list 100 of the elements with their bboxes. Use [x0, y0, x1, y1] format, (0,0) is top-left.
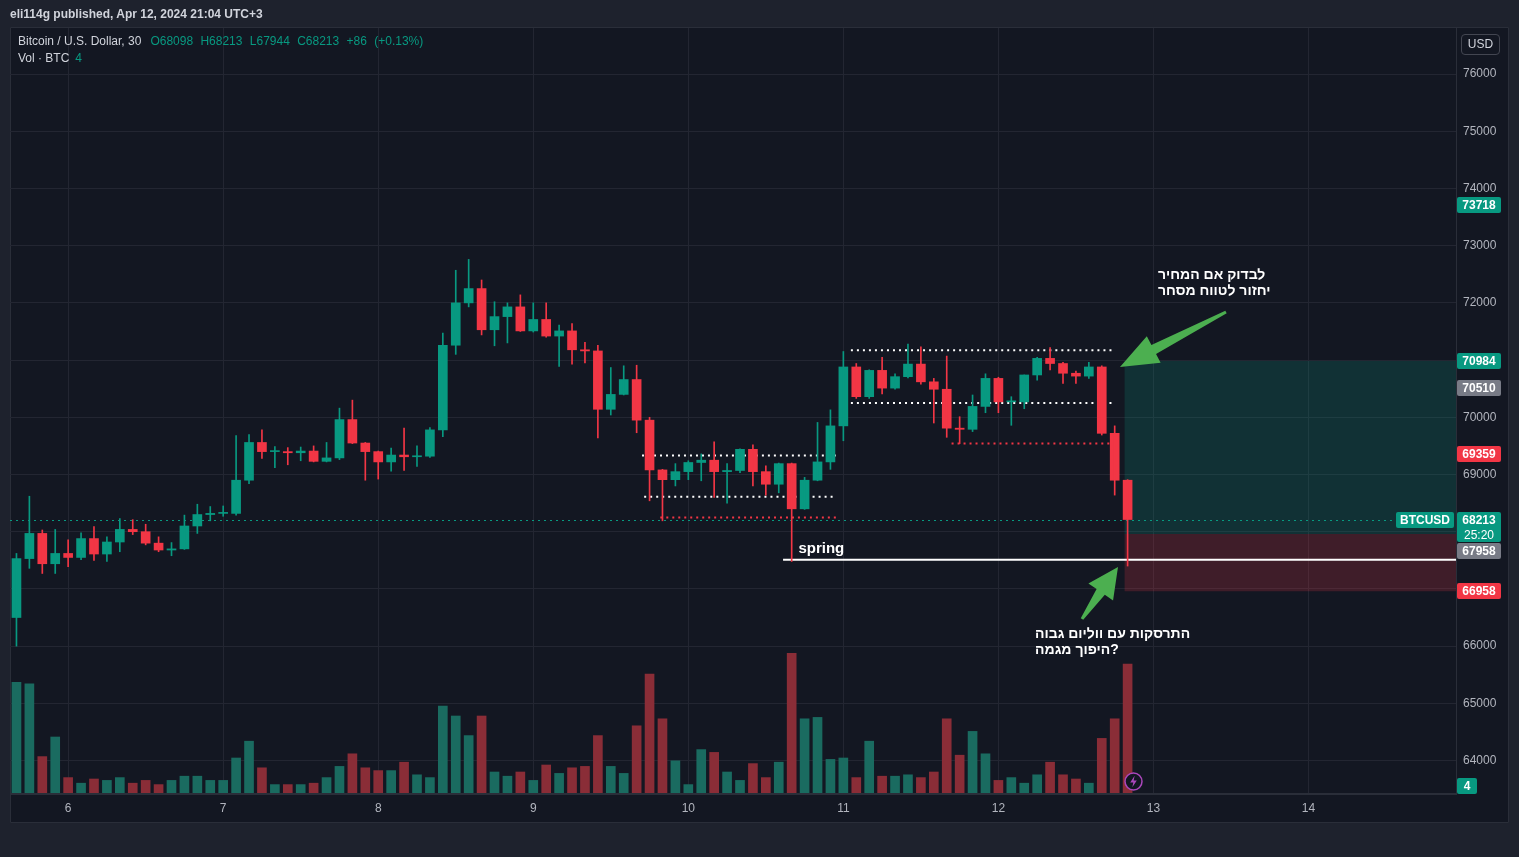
y-tick-label: 70000 — [1463, 409, 1497, 424]
text: 25:20 — [1463, 527, 1495, 542]
bar — [502, 775, 513, 793]
bar — [179, 775, 190, 793]
bar — [593, 735, 603, 793]
x-tick-label: 6 — [64, 800, 72, 815]
candlestick — [282, 447, 293, 466]
bar — [63, 777, 73, 793]
text: USD — [1461, 34, 1500, 55]
bar — [231, 757, 241, 793]
candlestick — [218, 505, 229, 517]
chart-title: Vol · BTC — [18, 51, 70, 65]
y-tick-label: 75000 — [1463, 123, 1497, 138]
y-tick-label: 65000 — [1463, 695, 1497, 710]
text: Bitcoin / U.S. Dollar, 30 — [18, 34, 142, 48]
x-tick-label: 14 — [1301, 800, 1316, 815]
y-tick-label: 74000 — [1463, 180, 1497, 195]
bar — [11, 682, 22, 793]
x-tick-label: 12 — [991, 800, 1006, 815]
bar — [605, 766, 616, 793]
bar — [89, 778, 99, 793]
y-tick-label: 64000 — [1463, 752, 1497, 767]
bar — [890, 775, 900, 793]
bar — [670, 760, 681, 793]
bar — [580, 766, 590, 793]
bar — [373, 770, 384, 793]
y-tick-label: 69000 — [1463, 466, 1497, 481]
bar — [683, 784, 694, 793]
bar — [386, 770, 396, 793]
text: 67958 — [1457, 542, 1501, 559]
candlestick — [928, 378, 939, 424]
bar — [205, 780, 216, 793]
bar — [980, 753, 991, 793]
bar — [1032, 774, 1042, 793]
bar — [282, 784, 293, 793]
bar — [773, 761, 784, 793]
bar — [270, 784, 280, 793]
bar — [567, 767, 577, 793]
annotation: 4 — [75, 51, 83, 65]
bar — [334, 766, 345, 793]
text: eli114g published, Apr 12, 2024 21:04 UTC+3 — [10, 7, 263, 21]
bar — [838, 757, 849, 793]
bar — [166, 780, 177, 793]
x-tick-label: 8 — [374, 800, 382, 815]
bar — [618, 773, 629, 793]
bar — [812, 717, 823, 793]
text: 4 — [1457, 778, 1477, 794]
bar — [476, 715, 487, 793]
bar — [347, 753, 358, 793]
candlestick — [412, 445, 422, 467]
bar — [928, 771, 939, 793]
annotation: התרסקות עם ווליום גבוה היפוך מגמה? — [1035, 625, 1191, 657]
bar — [993, 780, 1004, 793]
annotation: לבדוק אם המחיר יחזור לטווח מסחר — [1158, 266, 1271, 298]
bar — [864, 740, 875, 793]
text: O68098 H68213 L67944 C68213 +86 (+0.13%) — [150, 34, 424, 48]
bar — [709, 752, 719, 793]
bar — [450, 715, 461, 793]
bar — [1071, 778, 1081, 793]
bar — [24, 683, 35, 793]
bar — [644, 673, 655, 793]
bar — [114, 777, 125, 793]
bar — [308, 782, 319, 793]
bar — [696, 749, 707, 793]
bar — [631, 725, 642, 793]
bar — [76, 782, 86, 793]
x-tick-label: 13 — [1146, 800, 1161, 815]
bar — [1006, 777, 1017, 793]
bar — [657, 718, 668, 793]
bar — [1084, 782, 1094, 793]
band-label: 66958 — [1457, 583, 1501, 600]
bar — [1019, 782, 1030, 793]
annotation: 69359 — [1457, 445, 1501, 462]
annotation: 73718 — [1457, 196, 1501, 213]
bar — [1058, 774, 1068, 793]
x-tick-label: 11 — [837, 800, 850, 815]
annotation: 70510 — [1457, 380, 1501, 397]
bar — [967, 731, 978, 793]
bar — [321, 777, 332, 793]
bar — [50, 736, 61, 793]
bar — [295, 784, 306, 793]
y-tick-label: 76000 — [1463, 66, 1497, 81]
bar — [140, 780, 151, 793]
bar — [877, 775, 887, 793]
bar — [257, 767, 267, 793]
annotation: BTCUSD — [1396, 511, 1454, 528]
bar — [244, 740, 254, 793]
bar — [541, 764, 552, 793]
bar — [37, 756, 48, 793]
bar — [102, 780, 112, 793]
y-tick-label: 66000 — [1463, 638, 1497, 653]
bar — [192, 775, 203, 793]
x-tick-label: 7 — [219, 800, 227, 815]
bar — [748, 763, 758, 793]
ref-line-label: 68213 — [1461, 511, 1497, 528]
bar — [360, 767, 371, 793]
bar — [941, 718, 952, 793]
candlestick — [580, 342, 590, 364]
band-label: 70984 — [1457, 353, 1501, 369]
bar — [1045, 761, 1055, 793]
